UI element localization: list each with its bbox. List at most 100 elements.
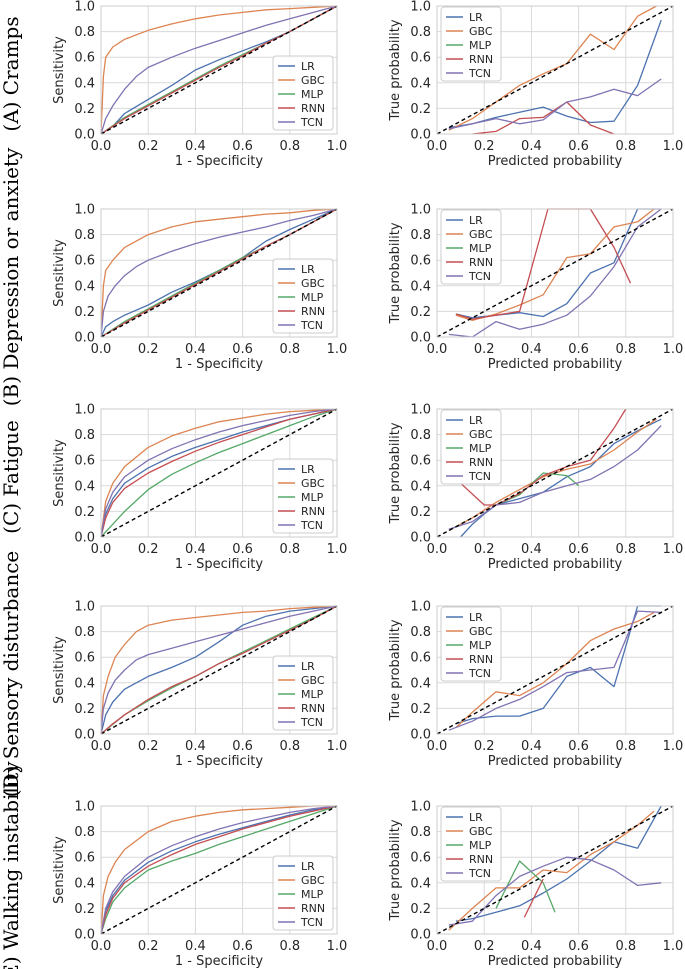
x-tick-label: 0.4 <box>185 739 206 754</box>
plot-frame <box>100 805 338 935</box>
legend-label-gbc: GBC <box>469 428 493 441</box>
legend-label-tcn: TCN <box>300 716 323 729</box>
legend-label-mlp: MLP <box>301 291 324 304</box>
y-tick-label: 0.2 <box>74 702 95 717</box>
reference-diagonal-line <box>436 605 674 735</box>
legend-label-rnn: RNN <box>301 902 325 915</box>
x-tick-label: 0.6 <box>568 342 589 357</box>
y-tick-label: 1.0 <box>410 800 431 815</box>
legend-label-lr: LR <box>301 860 315 873</box>
legend-label-gbc: GBC <box>469 825 493 838</box>
reference-diagonal-line <box>100 605 338 735</box>
y-axis-label: Sensitivity <box>52 836 67 904</box>
y-tick-label: 0.6 <box>74 454 95 469</box>
y-tick-label: 0.4 <box>410 676 431 691</box>
reference-diagonal-line <box>100 5 338 135</box>
x-tick-label: 0.2 <box>474 139 495 154</box>
y-tick-label: 0.2 <box>410 102 431 117</box>
x-tick-label: 1.0 <box>663 139 684 154</box>
y-tick-label: 0.4 <box>410 479 431 494</box>
x-tick-label: 0.0 <box>91 342 112 357</box>
legend-label-tcn: TCN <box>468 867 491 880</box>
x-tick-label: 0.6 <box>232 139 253 154</box>
x-tick-label: 0.4 <box>185 939 206 954</box>
plot-frame <box>436 208 674 338</box>
x-tick-label: 0.2 <box>474 542 495 557</box>
legend-label-rnn: RNN <box>469 653 493 666</box>
y-tick-label: 0.8 <box>410 228 431 243</box>
x-tick-label: 0.8 <box>615 342 636 357</box>
y-tick-label: 0.4 <box>74 76 95 91</box>
y-tick-label: 1.0 <box>410 403 431 418</box>
plot-frame <box>100 5 338 135</box>
legend-box <box>272 258 334 334</box>
x-tick-label: 0.2 <box>138 542 159 557</box>
y-axis-label: True probability <box>388 19 403 121</box>
x-tick-label: 0.6 <box>232 739 253 754</box>
x-tick-label: 1.0 <box>327 939 348 954</box>
series-line-lr <box>455 605 662 725</box>
y-tick-label: 0.4 <box>410 279 431 294</box>
x-tick-label: 0.6 <box>568 939 589 954</box>
y-tick-label: 0.8 <box>410 25 431 40</box>
x-tick-label: 0.6 <box>568 542 589 557</box>
legend-label-mlp: MLP <box>301 491 324 504</box>
legend-box <box>272 855 334 931</box>
x-tick-label: 0.6 <box>232 342 253 357</box>
row-label: (E) Walking instability <box>0 761 23 969</box>
x-tick-label: 1.0 <box>327 542 348 557</box>
x-tick-label: 0.0 <box>91 542 112 557</box>
legend-label-rnn: RNN <box>469 53 493 66</box>
reference-diagonal-line <box>100 208 338 338</box>
y-tick-label: 0.8 <box>74 625 95 640</box>
legend-box <box>272 458 334 534</box>
legend-label-tcn: TCN <box>468 67 491 80</box>
legend-label-lr: LR <box>301 463 315 476</box>
legend-label-mlp: MLP <box>301 688 324 701</box>
x-axis-label: 1 - Specificity <box>175 357 264 372</box>
series-line-mlp <box>100 408 338 538</box>
y-tick-label: 0.8 <box>74 25 95 40</box>
y-tick-label: 0.8 <box>410 825 431 840</box>
legend-box <box>440 6 502 82</box>
x-tick-label: 0.2 <box>474 939 495 954</box>
series-line-rnn <box>460 408 627 506</box>
series-line-tcn <box>448 856 662 926</box>
y-tick-label: 0.0 <box>74 531 95 546</box>
x-axis-label: Predicted probability <box>488 754 623 769</box>
y-axis-label: Sensitivity <box>52 636 67 704</box>
legend-label-lr: LR <box>469 414 483 427</box>
series-line-rnn <box>100 805 338 935</box>
x-tick-label: 0.0 <box>91 739 112 754</box>
legend-label-gbc: GBC <box>469 25 493 38</box>
y-tick-label: 1.0 <box>74 800 95 815</box>
y-tick-label: 0.0 <box>74 128 95 143</box>
legend-label-gbc: GBC <box>469 625 493 638</box>
legend-label-mlp: MLP <box>469 242 492 255</box>
x-axis-label: Predicted probability <box>488 954 623 969</box>
legend-label-rnn: RNN <box>469 456 493 469</box>
legend-label-mlp: MLP <box>469 639 492 652</box>
y-tick-label: 0.6 <box>74 651 95 666</box>
legend-label-tcn: TCN <box>300 916 323 929</box>
x-tick-label: 0.4 <box>185 139 206 154</box>
plot-frame <box>100 408 338 538</box>
series-line-rnn <box>100 5 338 135</box>
legend-label-rnn: RNN <box>301 305 325 318</box>
legend-label-tcn: TCN <box>468 470 491 483</box>
x-tick-label: 0.8 <box>279 139 300 154</box>
plot-frame <box>436 408 674 538</box>
x-axis-label: 1 - Specificity <box>175 557 264 572</box>
x-tick-label: 0.2 <box>138 139 159 154</box>
y-axis-label: Sensitivity <box>52 36 67 104</box>
series-line-gbc <box>100 208 338 338</box>
y-axis-label: True probability <box>388 619 403 721</box>
legend-label-rnn: RNN <box>301 102 325 115</box>
series-line-rnn <box>523 878 544 918</box>
panel-calibration-5: 0.0 0.2 0.4 0.6 0.8 1.0 0.0 0.2 0.4 0.6 0.8 1.0 Pred… <box>388 800 683 969</box>
